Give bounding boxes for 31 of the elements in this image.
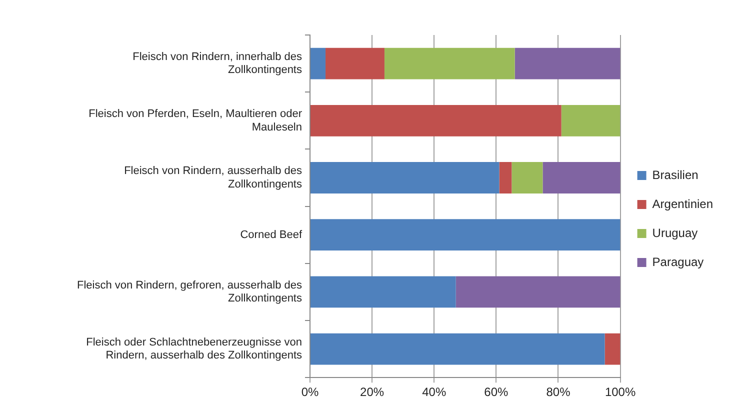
x-tick-label: 0%	[301, 385, 319, 400]
y-tick-label: Fleisch oder Schlachtnebenerzeugnisse von Rindern, ausserhalb des Zollkontingents	[86, 336, 302, 362]
y-tick-label: Fleisch von Rindern, gefroren, ausserhalb des Zollkontingents	[76, 279, 302, 305]
legend-label: Brasilien	[652, 168, 698, 182]
bar	[310, 276, 456, 308]
bar	[310, 162, 500, 194]
x-tick-label: 60%	[484, 385, 509, 400]
y-tick-label: Fleisch von Rindern, ausserhalb des Zollkontingents	[124, 165, 302, 190]
x-tick-label: 80%	[546, 385, 571, 400]
bar	[604, 333, 620, 365]
legend-label: Paraguay	[652, 254, 704, 269]
y-tick-label: Fleisch von Rindern, innerhalb des Zollkontingents	[132, 50, 302, 76]
bar	[512, 162, 543, 194]
bar	[384, 48, 515, 80]
legend-label: Argentinien	[652, 196, 714, 211]
bar	[310, 219, 620, 251]
bar	[499, 162, 512, 194]
y-tick-label: Fleisch von Pferden, Eseln, Maultieren oder Mauleseln	[88, 108, 302, 134]
bar	[326, 48, 384, 80]
bar	[542, 162, 620, 194]
y-tick-label: Corned Beef	[240, 228, 303, 241]
bar	[310, 333, 605, 365]
x-tick-label: 20%	[360, 385, 384, 400]
x-tick-label: 100%	[604, 385, 636, 400]
bar	[456, 276, 620, 308]
legend-label: Uruguay	[652, 226, 698, 240]
bar	[514, 48, 620, 80]
bar	[561, 104, 620, 136]
bar	[310, 48, 326, 80]
bar	[310, 104, 562, 136]
x-tick-label: 40%	[422, 385, 446, 400]
